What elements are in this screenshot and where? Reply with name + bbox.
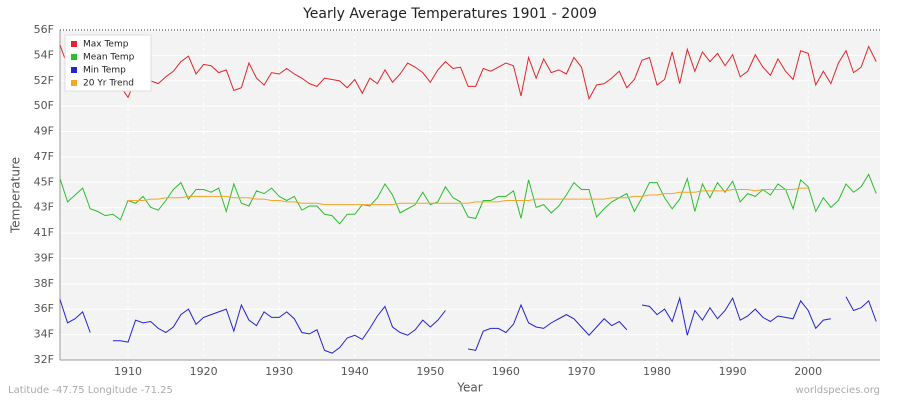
- y-tick-label: 36F: [34, 302, 54, 315]
- x-axis-label: Year: [456, 381, 482, 395]
- y-tick-label: 47F: [34, 150, 54, 163]
- legend-swatch: [71, 80, 77, 86]
- series-line: [641, 296, 831, 336]
- x-tick-label: 1940: [341, 365, 369, 378]
- series-line: [845, 296, 877, 322]
- x-tick-label: 1960: [492, 365, 520, 378]
- series-line: [128, 187, 809, 206]
- plot-area: [60, 30, 880, 360]
- x-tick-label: 1930: [265, 365, 293, 378]
- y-tick-label: 49F: [34, 125, 54, 138]
- series-line: [468, 303, 628, 351]
- chart-title: Yearly Average Temperatures 1901 - 2009: [302, 6, 597, 22]
- legend-label: 20 Yr Trend: [83, 79, 134, 89]
- legend-swatch: [71, 67, 77, 73]
- y-tick-label: 56F: [34, 23, 54, 36]
- legend-label: Mean Temp: [83, 53, 135, 63]
- y-axis-label: Temperature: [9, 157, 23, 234]
- y-tick-label: 50F: [34, 99, 54, 112]
- x-tick-label: 1950: [416, 365, 444, 378]
- series-line: [59, 173, 877, 225]
- x-tick-label: 1970: [567, 365, 595, 378]
- x-tick-label: 1990: [719, 365, 747, 378]
- y-tick-label: 41F: [34, 226, 54, 239]
- legend-box: [64, 34, 152, 92]
- legend-label: Max Temp: [83, 40, 129, 50]
- y-tick-label: 34F: [34, 328, 54, 341]
- y-tick-label: 43F: [34, 201, 54, 214]
- y-tick-label: 52F: [34, 74, 54, 87]
- y-tick-label: 32F: [34, 353, 54, 366]
- x-tick-label: 1910: [114, 365, 142, 378]
- legend-label: Min Temp: [83, 66, 126, 76]
- x-tick-label: 1920: [190, 365, 218, 378]
- y-tick-label: 38F: [34, 277, 54, 290]
- series-line: [112, 303, 446, 354]
- footer-right: worldspecies.org: [796, 385, 880, 396]
- footer-left: Latitude -47.75 Longitude -71.25: [8, 385, 173, 396]
- y-tick-label: 45F: [34, 175, 54, 188]
- x-tick-label: 1980: [643, 365, 671, 378]
- series-line: [59, 44, 877, 101]
- y-tick-label: 54F: [34, 48, 54, 61]
- x-tick-label: 2000: [794, 365, 822, 378]
- y-tick-label: 39F: [34, 251, 54, 264]
- legend-swatch: [71, 54, 77, 60]
- series-line: [59, 299, 91, 333]
- legend-swatch: [71, 41, 77, 47]
